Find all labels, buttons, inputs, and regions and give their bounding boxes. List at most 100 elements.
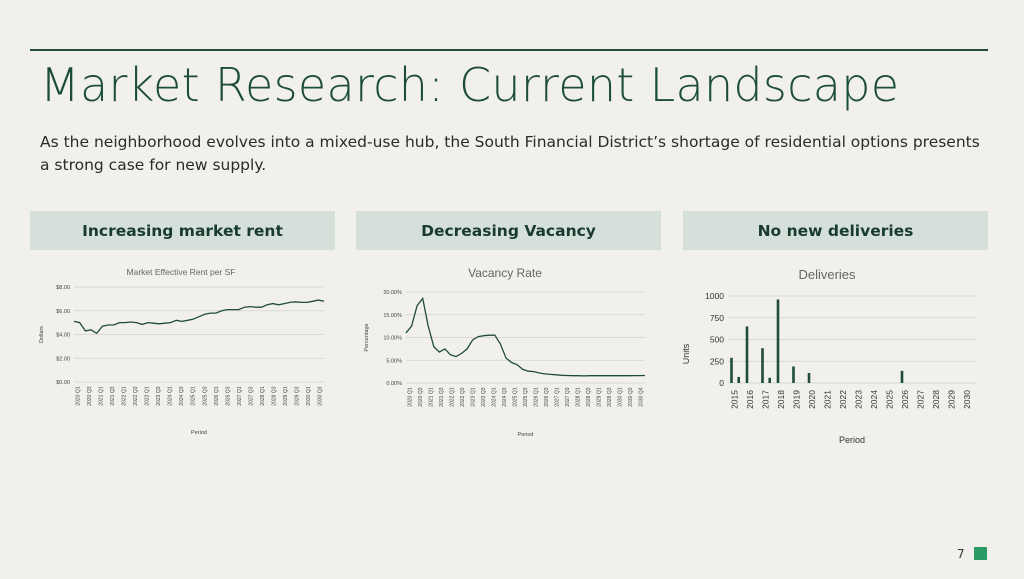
vacancy-y-tick-label: 10.00%	[383, 336, 402, 342]
vacancy-chart-svg: Vacancy Rate 0.00% 5.00% 10.00% 15.00% 20.00%…	[364, 266, 646, 438]
rent-title: Market Effective Rent per SF	[127, 267, 236, 277]
deliveries-x-tick-label: 2016	[745, 390, 755, 409]
vacancy-x-tick-label: 2026 Q3	[544, 387, 550, 406]
vacancy-x-tick-label: 2025 Q3	[523, 387, 529, 406]
deliveries-x-tick-label: 2021	[823, 390, 833, 409]
rent-y-axis-label: Dollars	[39, 326, 45, 343]
rent-x-tick-label: 2025 Q1	[191, 386, 197, 405]
page-title: Market Research: Current Landscape	[40, 58, 900, 112]
rent-x-tick-label: 2027 Q1	[237, 386, 243, 405]
deliveries-bar	[745, 326, 749, 383]
vacancy-x-tick-label: 2022 Q3	[460, 387, 466, 406]
deliveries-bar	[768, 377, 771, 383]
vacancy-x-tick-label: 2022 Q1	[450, 387, 456, 406]
vacancy-x-tick-label: 2030 Q4	[639, 387, 645, 406]
rent-x-tick-label: 2030 Q1	[306, 386, 312, 405]
deliveries-x-tick-label: 2025	[885, 390, 895, 409]
vacancy-y-tick-label: 15.00%	[383, 313, 402, 319]
deliveries-x-tick-label: 2029	[947, 390, 957, 409]
page-number: 7	[957, 547, 965, 561]
deliveries-bar	[792, 366, 795, 383]
rent-y-tick-label: $8.00	[56, 285, 70, 291]
vacancy-x-tick-label: 2030 Q1	[618, 387, 624, 406]
rent-x-tick-label: 2024 Q3	[179, 386, 185, 405]
deliveries-y-tick-label: 250	[710, 356, 724, 366]
vacancy-y-tick-label: 20.00%	[383, 290, 402, 296]
deliveries-x-tick-label: 2026	[900, 390, 910, 409]
deliveries-x-tick-label: 2023	[854, 390, 864, 409]
vacancy-title: Vacancy Rate	[468, 266, 542, 280]
vacancy-x-tick-label: 2029 Q1	[597, 387, 603, 406]
vacancy-chart: Vacancy Rate 0.00% 5.00% 10.00% 15.00% 20.00%…	[356, 258, 661, 448]
vacancy-x-tick-label: 2023 Q1	[471, 387, 477, 406]
vacancy-y-tick-label: 5.00%	[386, 358, 402, 364]
deliveries-x-tick-label: 2015	[730, 390, 740, 409]
top-rule	[30, 49, 988, 51]
vacancy-x-tick-label: 2020 Q1	[408, 387, 414, 406]
rent-x-tick-label: 2030 Q3	[318, 386, 324, 405]
rent-x-tick-label: 2029 Q1	[283, 386, 289, 405]
vacancy-x-tick-label: 2029 Q3	[607, 387, 613, 406]
rent-x-tick-label: 2022 Q3	[133, 386, 139, 405]
deliveries-bar	[761, 348, 764, 383]
rent-x-tick-label: 2028 Q3	[271, 386, 277, 405]
vacancy-x-tick-label: 2020 Q3	[418, 387, 424, 406]
rent-x-tick-label: 2026 Q3	[225, 386, 231, 405]
deliveries-y-tick-label: 0	[719, 378, 724, 388]
rent-x-tick-label: 2025 Q3	[202, 386, 208, 405]
rent-chart: Market Effective Rent per SF $0.00 $2.00 $4…	[30, 258, 335, 448]
vacancy-x-tick-label: 2027 Q3	[565, 387, 571, 406]
deliveries-bar	[807, 372, 811, 383]
deliveries-x-tick-label: 2020	[807, 390, 817, 409]
vacancy-x-tick-label: 2026 Q1	[534, 387, 540, 406]
vacancy-x-tick-label: 2023 Q3	[481, 387, 487, 406]
deliveries-x-tick-label: 2019	[792, 390, 802, 409]
deliveries-x-tick-label: 2022	[838, 390, 848, 409]
page-subtitle: As the neighborhood evolves into a mixed…	[40, 133, 980, 174]
deliveries-x-tick-label: 2030	[962, 390, 972, 409]
deliveries-bar	[900, 370, 904, 383]
vacancy-x-tick-label: 2024 Q3	[502, 387, 508, 406]
deliveries-x-tick-label: 2027	[916, 390, 926, 409]
rent-x-tick-label: 2020 Q1	[76, 386, 82, 405]
vacancy-y-tick-label: 0.00%	[386, 381, 402, 387]
rent-chart-svg: Market Effective Rent per SF $0.00 $2.00 $4…	[39, 267, 325, 436]
rent-x-tick-label: 2027 Q3	[248, 386, 254, 405]
vacancy-x-tick-label: 2024 Q1	[492, 387, 498, 406]
rent-y-tick-label: $6.00	[56, 309, 70, 315]
rent-x-tick-label: 2023 Q1	[145, 386, 151, 405]
deliveries-bar	[737, 376, 740, 383]
deliveries-bar	[776, 299, 780, 383]
rent-x-tick-label: 2022 Q1	[122, 386, 128, 405]
rent-x-axis-label: Period	[191, 430, 207, 436]
rent-y-tick-label: $0.00	[56, 380, 70, 386]
panel-heading-vacancy: Decreasing Vacancy	[356, 211, 661, 250]
rent-x-tick-label: 2020 Q3	[87, 386, 93, 405]
deliveries-x-axis-label: Period	[839, 435, 865, 445]
vacancy-x-tick-label: 2027 Q1	[555, 387, 561, 406]
deliveries-x-tick-label: 2024	[869, 390, 879, 409]
deliveries-bar	[730, 357, 733, 383]
vacancy-x-tick-label: 2028 Q1	[576, 387, 582, 406]
deliveries-y-axis-label: Units	[683, 343, 691, 364]
deliveries-x-tick-label: 2017	[761, 390, 771, 409]
rent-x-tick-label: 2024 Q1	[168, 386, 174, 405]
vacancy-x-tick-label: 2030 Q3	[628, 387, 634, 406]
deliveries-y-tick-label: 750	[710, 313, 724, 323]
vacancy-x-tick-label: 2021 Q3	[439, 387, 445, 406]
vacancy-x-tick-label: 2021 Q1	[429, 387, 435, 406]
deliveries-y-tick-label: 1000	[705, 291, 724, 301]
vacancy-x-tick-label: 2028 Q3	[586, 387, 592, 406]
deliveries-x-tick-label: 2028	[931, 390, 941, 409]
deliveries-chart-svg: Deliveries 0 250 500 750 1000 2015 2016 2017 2018…	[683, 267, 976, 445]
rent-x-tick-label: 2029 Q3	[294, 386, 300, 405]
panel-heading-deliveries: No new deliveries	[683, 211, 988, 250]
rent-x-tick-label: 2026 Q1	[214, 386, 220, 405]
vacancy-series-line	[405, 296, 646, 377]
rent-y-tick-label: $2.00	[56, 356, 70, 362]
rent-series-line	[73, 299, 325, 335]
deliveries-title: Deliveries	[798, 267, 856, 282]
vacancy-x-axis-label: Period	[518, 432, 534, 438]
deliveries-chart: Deliveries 0 250 500 750 1000 2015 2016 2017 2018…	[683, 258, 988, 453]
rent-y-tick-label: $4.00	[56, 333, 70, 339]
